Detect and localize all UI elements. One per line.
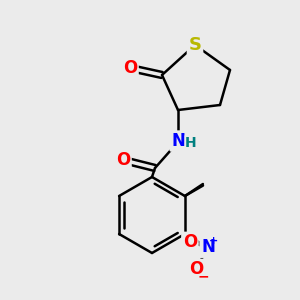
Text: +: + xyxy=(209,236,219,246)
Text: H: H xyxy=(185,136,197,150)
Text: O: O xyxy=(116,151,130,169)
Text: O: O xyxy=(189,260,203,278)
Text: N: N xyxy=(201,238,215,256)
Text: −: − xyxy=(197,269,209,283)
Text: S: S xyxy=(188,36,202,54)
Text: N: N xyxy=(171,132,185,150)
Text: O: O xyxy=(183,233,197,251)
Text: O: O xyxy=(123,59,137,77)
